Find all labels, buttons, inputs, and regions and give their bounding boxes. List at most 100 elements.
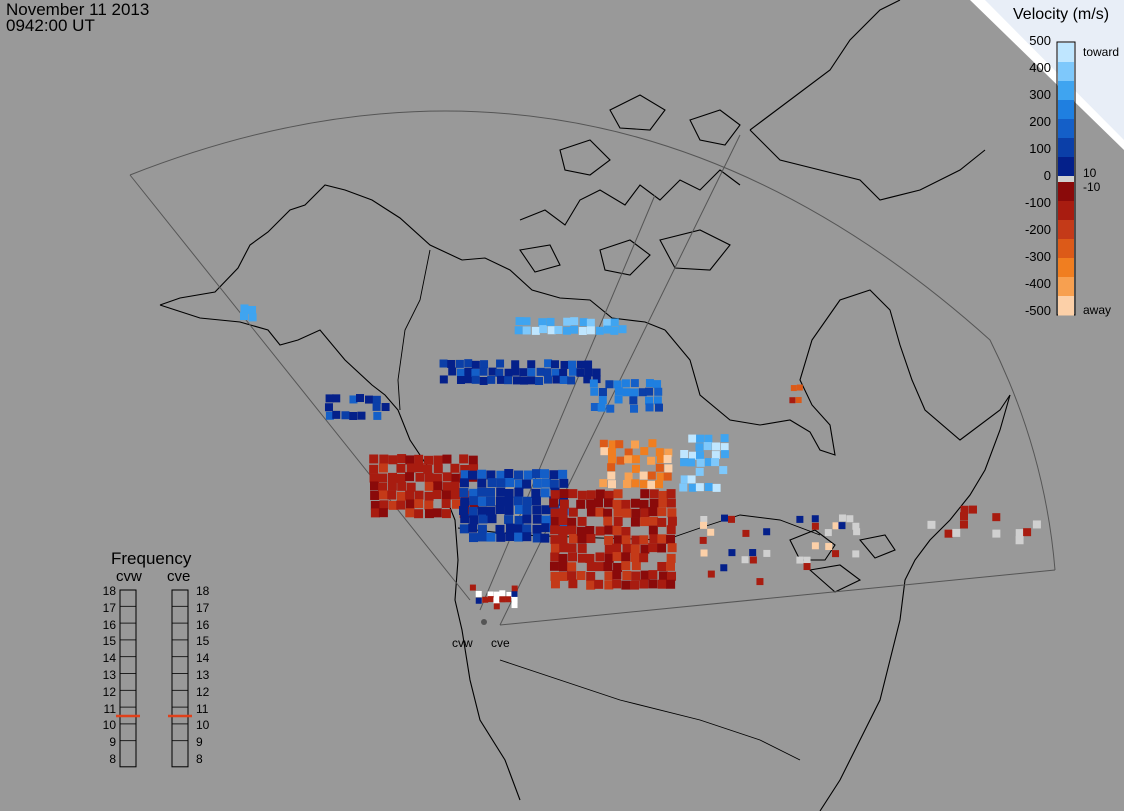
backscatter-cell: [388, 500, 398, 510]
backscatter-cell: [559, 368, 568, 377]
backscatter-cell: [325, 411, 334, 420]
backscatter-cell: [495, 368, 504, 377]
backscatter-cell: [595, 562, 605, 572]
backscatter-cell: [622, 508, 632, 518]
backscatter-cell: [369, 454, 379, 464]
backscatter-cell: [613, 507, 623, 517]
colorbar-zero-block: [1058, 176, 1074, 182]
backscatter-cell: [612, 499, 622, 509]
backscatter-cell: [649, 489, 659, 499]
backscatter-cell: [459, 454, 469, 464]
backscatter-cell: [477, 478, 487, 488]
colorbar-block: [1058, 258, 1074, 278]
backscatter-cell: [486, 470, 496, 480]
backscatter-cell: [379, 454, 389, 464]
colorbar-away-label: away: [1083, 303, 1112, 317]
backscatter-cell: [742, 529, 750, 537]
backscatter-cell: [568, 534, 578, 544]
backscatter-cell: [720, 434, 729, 443]
colorbar-block: [1058, 62, 1074, 82]
backscatter-cell: [460, 464, 470, 474]
backscatter-cell: [699, 536, 707, 544]
backscatter-cell: [493, 597, 500, 604]
backscatter-cell: [495, 496, 505, 506]
backscatter-cell: [612, 570, 622, 580]
backscatter-cell: [464, 367, 473, 376]
backscatter-cell: [603, 508, 613, 518]
backscatter-cell: [623, 480, 632, 489]
backscatter-cell: [648, 570, 658, 580]
backscatter-cell: [577, 543, 587, 553]
backscatter-cell: [405, 499, 415, 509]
backscatter-cell: [468, 533, 478, 543]
backscatter-cell: [523, 470, 533, 480]
backscatter-cell: [604, 535, 614, 545]
backscatter-cell: [667, 543, 677, 553]
backscatter-cell: [540, 533, 550, 543]
backscatter-cell: [992, 529, 1001, 538]
backscatter-cell: [378, 473, 388, 483]
backscatter-cell: [488, 367, 497, 376]
backscatter-cell: [560, 360, 569, 369]
backscatter-cell: [424, 509, 434, 519]
backscatter-cell: [578, 326, 587, 335]
backscatter-cell: [707, 570, 715, 578]
backscatter-cell: [584, 360, 593, 369]
frequency-level-label: 11: [103, 701, 116, 716]
backscatter-cell: [511, 602, 518, 609]
backscatter-cell: [825, 543, 833, 551]
date-label: November 11 2013: [6, 0, 150, 19]
backscatter-cell: [811, 542, 819, 550]
backscatter-cell: [559, 499, 569, 509]
backscatter-cell: [357, 411, 366, 420]
backscatter-cell: [332, 394, 341, 403]
backscatter-cell: [959, 520, 968, 529]
colorbar-block: [1058, 81, 1074, 101]
backscatter-cell: [532, 505, 542, 515]
backscatter-cell: [541, 505, 551, 515]
backscatter-cell: [720, 564, 728, 572]
backscatter-cell: [414, 454, 424, 464]
backscatter-cell: [618, 325, 627, 334]
backscatter-cell: [598, 388, 607, 397]
colorbar: [1056, 41, 1076, 316]
backscatter-cell: [511, 596, 518, 603]
backscatter-cell: [645, 403, 654, 412]
backscatter-cell: [541, 515, 551, 525]
backscatter-cell: [415, 472, 425, 482]
backscatter-cell: [594, 498, 604, 508]
backscatter-cell: [639, 499, 649, 509]
backscatter-cell: [952, 528, 961, 537]
backscatter-cell: [504, 497, 514, 507]
backscatter-cell: [479, 367, 488, 376]
backscatter-cell: [544, 359, 553, 368]
backscatter-cell: [700, 515, 708, 523]
frequency-level-label: 14: [102, 651, 116, 666]
backscatter-cell: [796, 384, 803, 391]
backscatter-cell: [499, 590, 506, 597]
backscatter-cell: [645, 387, 654, 396]
backscatter-cell: [546, 317, 555, 326]
backscatter-cell: [370, 490, 380, 500]
backscatter-cell: [688, 451, 697, 460]
backscatter-cell: [539, 325, 548, 334]
backscatter-cell: [655, 448, 664, 457]
backscatter-cell: [610, 326, 619, 335]
backscatter-cell: [607, 471, 616, 480]
colorbar-toward-label: toward: [1083, 45, 1120, 59]
backscatter-cell: [531, 488, 541, 498]
backscatter-cell: [567, 571, 577, 581]
backscatter-cell: [680, 450, 689, 459]
site-label-cvw: cvw: [452, 636, 473, 650]
backscatter-cell: [570, 325, 579, 334]
backscatter-cell: [558, 571, 568, 581]
frequency-level-label: 18: [102, 584, 116, 598]
backscatter-cell: [550, 517, 560, 527]
backscatter-cell: [551, 360, 560, 369]
backscatter-cell: [613, 562, 623, 572]
backscatter-cell: [621, 526, 631, 536]
backscatter-cell: [515, 317, 524, 326]
backscatter-cell: [332, 410, 341, 419]
backscatter-cell: [468, 470, 478, 480]
backscatter-cell: [532, 533, 542, 543]
